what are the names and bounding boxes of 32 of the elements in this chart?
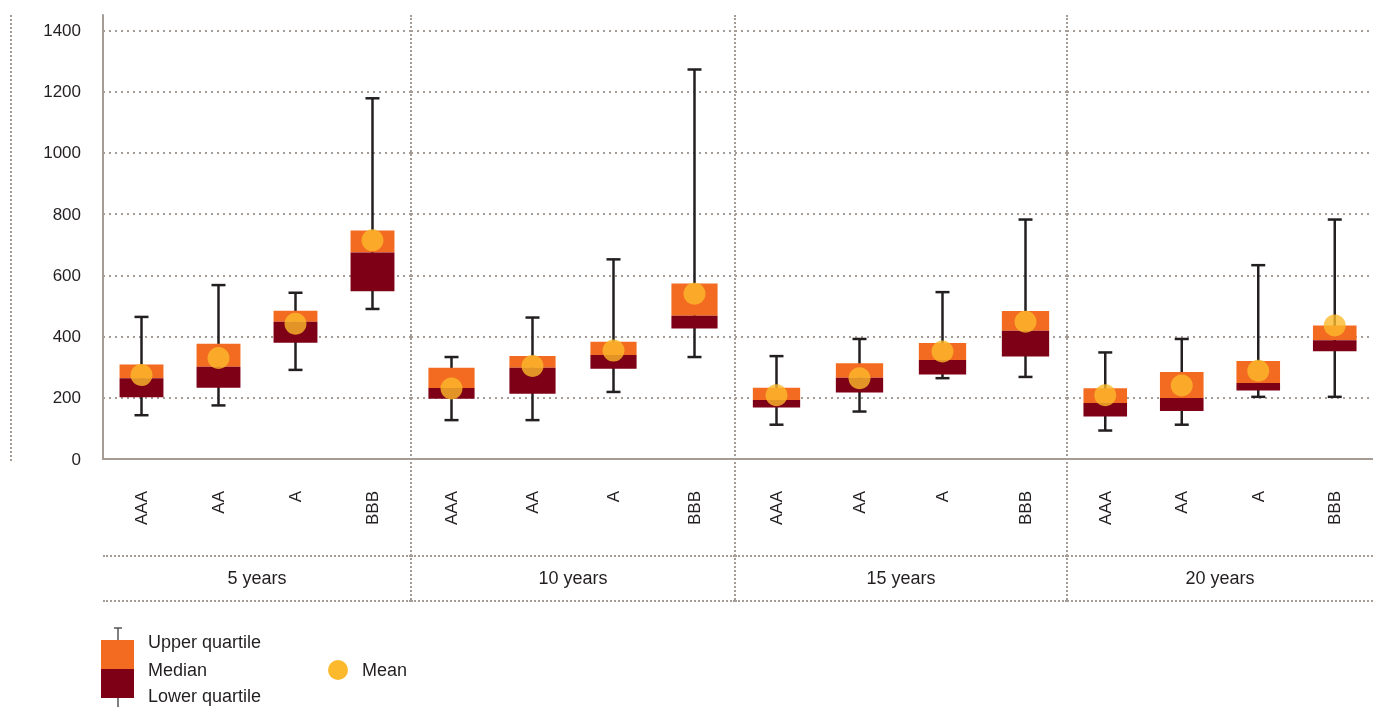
text: Lower quartile: [148, 686, 262, 706]
x-tick-label: AAA: [767, 490, 786, 526]
x-axis-title: 20 years: [1067, 555, 1373, 602]
text: Upper quartile: [148, 632, 262, 652]
x-tick-label: AA: [523, 490, 542, 514]
x-tick-label: BBB: [1325, 491, 1345, 526]
x-tick-label: A: [286, 490, 305, 503]
x-tick-label: BBB: [363, 491, 382, 526]
y-tick-label: 400: [52, 327, 81, 347]
x-tick-label: A: [933, 490, 952, 503]
y-tick-label: 800: [52, 204, 81, 224]
x-tick-label: BBB: [1016, 491, 1035, 526]
x-axis-title: 5 years: [103, 555, 411, 602]
text: Mean: [362, 660, 408, 680]
y-tick-label: 0: [71, 449, 81, 469]
y-tick-label: 600: [52, 265, 81, 285]
y-tick-label: 200: [52, 388, 81, 408]
x-axis-title: 15 years: [735, 555, 1067, 602]
x-tick-label: AAA: [132, 490, 151, 526]
x-axis-title: 10 years: [411, 555, 735, 602]
x-tick-label: A: [604, 490, 623, 503]
x-tick-label: A: [1248, 490, 1268, 503]
x-tick-label: AA: [1172, 490, 1192, 514]
y-tick-label: 1400: [43, 20, 81, 40]
y-tick-label: 1200: [43, 82, 81, 102]
text: Median: [148, 660, 208, 680]
x-tick-label: AA: [209, 490, 228, 514]
x-tick-label: BBB: [685, 491, 704, 526]
x-tick-label: AA: [850, 490, 869, 514]
x-tick-label: AAA: [442, 490, 461, 526]
x-tick-label: AAA: [1095, 490, 1115, 526]
y-tick-label: 1000: [43, 143, 81, 163]
